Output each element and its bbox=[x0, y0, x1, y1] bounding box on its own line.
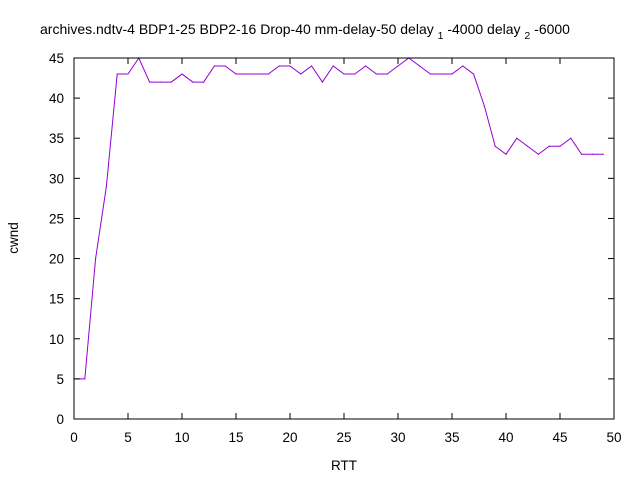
series-group bbox=[73, 56, 604, 380]
cwnd-data-point bbox=[440, 73, 442, 75]
x-tick-label: 30 bbox=[390, 430, 405, 445]
cwnd-series-line bbox=[74, 56, 604, 380]
y-tick-label: 15 bbox=[49, 292, 64, 307]
plot-frame bbox=[73, 57, 615, 420]
cwnd-data-point bbox=[105, 185, 107, 187]
cwnd-data-point bbox=[246, 73, 248, 75]
cwnd-data-point bbox=[537, 153, 540, 155]
cwnd-data-point bbox=[375, 73, 377, 75]
x-axis-label: RTT bbox=[331, 458, 357, 473]
cwnd-data-point bbox=[278, 65, 280, 67]
cwnd-data-point bbox=[483, 105, 485, 107]
cwnd-data-point bbox=[559, 145, 561, 147]
y-tick-label: 20 bbox=[49, 252, 64, 267]
cwnd-data-point bbox=[181, 73, 183, 75]
cwnd-data-point bbox=[159, 81, 161, 83]
cwnd-data-point bbox=[516, 137, 518, 139]
x-tick-label: 50 bbox=[606, 430, 621, 445]
cwnd-data-point bbox=[591, 153, 594, 155]
cwnd-data-point bbox=[343, 73, 345, 75]
cwnd-data-point bbox=[570, 137, 572, 139]
cwnd-data-point bbox=[332, 65, 334, 67]
y-tick-label: 0 bbox=[56, 412, 64, 427]
cwnd-data-point bbox=[397, 65, 399, 67]
tick-labels-group: 0 5 10 15 20 25 30 35 40 45 50 0 5 10 15 20 25 30 35 40 45 bbox=[49, 51, 622, 445]
cwnd-data-point bbox=[311, 65, 313, 67]
cwnd-data-point bbox=[462, 65, 464, 67]
x-tick-label: 20 bbox=[282, 430, 297, 445]
chart-title-subscript-2: 2 bbox=[524, 30, 530, 42]
cwnd-data-point bbox=[116, 73, 118, 75]
cwnd-data-point bbox=[548, 145, 550, 147]
chart-title-main: archives.ndtv-4 BDP1-25 BDP2-16 Drop-40 … bbox=[40, 21, 434, 37]
cwnd-data-point bbox=[170, 81, 172, 83]
cwnd-data-point bbox=[527, 145, 529, 147]
cwnd-data-point bbox=[451, 73, 453, 75]
y-tick-label: 25 bbox=[49, 211, 64, 226]
cwnd-data-point bbox=[149, 81, 151, 83]
cwnd-data-point bbox=[213, 65, 215, 67]
y-tick-label: 30 bbox=[49, 171, 64, 186]
y-tick-label: 40 bbox=[49, 91, 64, 106]
ticks-group bbox=[73, 57, 615, 420]
cwnd-data-point bbox=[365, 65, 367, 67]
cwnd-data-point bbox=[224, 65, 226, 67]
chart-title-group: archives.ndtv-4 BDP1-25 BDP2-16 Drop-40 … bbox=[40, 21, 570, 42]
cwnd-data-point bbox=[127, 73, 129, 75]
cwnd-data-point bbox=[386, 73, 388, 75]
x-tick-label: 10 bbox=[174, 430, 189, 445]
x-tick-label: 5 bbox=[124, 430, 132, 445]
cwnd-data-point bbox=[429, 73, 431, 75]
cwnd-data-point bbox=[494, 145, 496, 147]
cwnd-data-point bbox=[300, 73, 302, 75]
cwnd-data-point bbox=[203, 81, 205, 83]
x-tick-label: 35 bbox=[444, 430, 459, 445]
cwnd-data-point bbox=[602, 153, 604, 155]
y-axis-label: cwnd bbox=[6, 222, 21, 254]
cwnd-data-point bbox=[473, 73, 475, 75]
cwnd-data-point bbox=[354, 73, 356, 75]
cwnd-data-point bbox=[192, 81, 194, 83]
y-tick-label: 10 bbox=[49, 332, 64, 347]
chart-title-subscript-1: 1 bbox=[438, 30, 444, 42]
x-tick-label: 0 bbox=[70, 430, 78, 445]
cwnd-data-point bbox=[235, 73, 237, 75]
x-tick-label: 45 bbox=[552, 430, 567, 445]
cwnd-data-point bbox=[289, 65, 291, 67]
cwnd-data-point bbox=[505, 153, 507, 155]
cwnd-data-point bbox=[84, 378, 86, 380]
x-tick-label: 15 bbox=[228, 430, 243, 445]
y-tick-label: 45 bbox=[49, 51, 64, 66]
cwnd-data-point bbox=[95, 257, 97, 260]
chart-title: archives.ndtv-4 BDP1-25 BDP2-16 Drop-40 … bbox=[40, 21, 570, 42]
chart-title-end: -6000 bbox=[534, 21, 570, 37]
cwnd-data-point bbox=[419, 65, 421, 67]
cwnd-data-point bbox=[257, 73, 259, 75]
y-tick-label: 5 bbox=[56, 372, 64, 387]
x-tick-label: 40 bbox=[498, 430, 513, 445]
x-tick-label: 25 bbox=[336, 430, 351, 445]
y-tick-label: 35 bbox=[49, 131, 64, 146]
cwnd-data-point bbox=[581, 153, 583, 155]
cwnd-data-point bbox=[267, 73, 269, 75]
chart-title-mid: -4000 delay bbox=[447, 21, 520, 37]
cwnd-data-point bbox=[321, 81, 323, 83]
